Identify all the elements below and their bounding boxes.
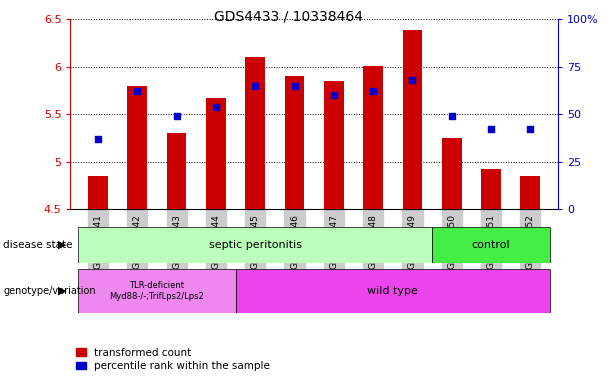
Point — [132, 88, 142, 94]
Point — [408, 77, 417, 83]
Point — [93, 136, 103, 142]
Bar — [364, 66, 383, 209]
Bar — [167, 133, 186, 209]
Legend: transformed count, percentile rank within the sample: transformed count, percentile rank withi… — [75, 348, 270, 371]
Bar — [245, 57, 265, 209]
Text: disease state: disease state — [3, 240, 72, 250]
Bar — [206, 98, 226, 209]
Point — [289, 83, 299, 89]
Bar — [284, 76, 304, 209]
Bar — [78, 227, 432, 263]
Text: septic peritonitis: septic peritonitis — [208, 240, 302, 250]
Bar — [324, 81, 344, 209]
Text: genotype/variation: genotype/variation — [3, 286, 96, 296]
Point — [211, 104, 221, 110]
Point — [329, 92, 339, 98]
Text: control: control — [472, 240, 511, 250]
Point — [525, 126, 535, 132]
Bar — [235, 269, 550, 313]
Bar — [403, 30, 422, 209]
Bar — [442, 138, 462, 209]
Text: GDS4433 / 10338464: GDS4433 / 10338464 — [213, 10, 363, 23]
Bar — [432, 227, 550, 263]
Bar — [520, 176, 540, 209]
Bar — [78, 269, 235, 313]
Text: ▶: ▶ — [58, 240, 67, 250]
Bar — [88, 176, 108, 209]
Bar — [481, 169, 501, 209]
Text: wild type: wild type — [367, 286, 418, 296]
Point — [250, 83, 260, 89]
Point — [486, 126, 496, 132]
Point — [368, 88, 378, 94]
Bar — [128, 86, 147, 209]
Text: TLR-deficient
Myd88-/-;TrifLps2/Lps2: TLR-deficient Myd88-/-;TrifLps2/Lps2 — [110, 281, 204, 301]
Point — [172, 113, 181, 119]
Text: ▶: ▶ — [58, 286, 67, 296]
Point — [447, 113, 457, 119]
